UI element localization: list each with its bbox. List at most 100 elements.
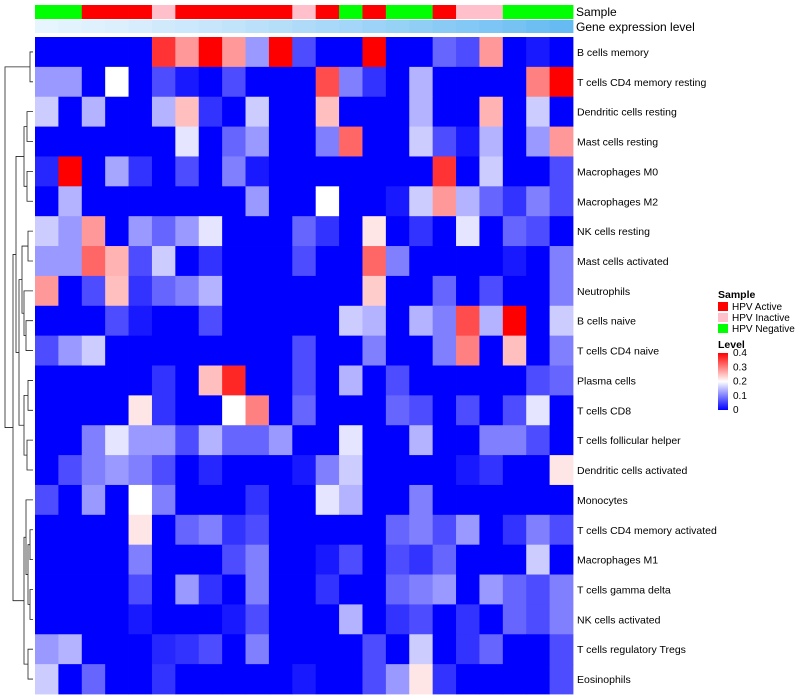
heatmap-cell [362, 305, 387, 337]
heatmap-cell [58, 275, 83, 307]
heatmap-cell [175, 425, 200, 456]
heatmap-cell [502, 664, 527, 695]
sample-annotation-cell [105, 5, 129, 19]
dendrogram-branch [26, 439, 33, 471]
heatmap-cell [479, 425, 504, 456]
heatmap-cell [268, 246, 293, 277]
heatmap-cell [339, 634, 363, 665]
heatmap-cell [409, 664, 434, 695]
heatmap-cell [315, 216, 340, 247]
heatmap-cell [175, 484, 200, 516]
heatmap-cell [549, 216, 574, 247]
heatmap-cell [198, 305, 223, 337]
heatmap-cell [35, 335, 59, 366]
dendrogram-branch [26, 170, 33, 202]
heatmap-cell [339, 395, 363, 426]
heatmap-cell [385, 604, 410, 635]
heatmap-cell [35, 275, 59, 307]
dendrogram-branch [26, 111, 33, 142]
heatmap-cell [385, 634, 410, 665]
heatmap-cell [339, 425, 363, 456]
heatmap-cell [175, 604, 200, 635]
sample-annotation-cell [35, 5, 59, 19]
heatmap-cell [128, 37, 153, 68]
heatmap-cell [385, 66, 410, 98]
heatmap-cell [292, 335, 317, 366]
heatmap-cell [432, 246, 457, 277]
heatmap-cell [409, 305, 434, 337]
heatmap-cell [456, 574, 480, 605]
heatmap-cell [105, 96, 129, 127]
heatmap-cell [339, 664, 363, 695]
heatmap-cell [198, 216, 223, 247]
heatmap-cell [151, 96, 176, 127]
heatmap-cell [81, 425, 106, 456]
heatmap-cell [268, 275, 293, 307]
heatmap-cell [81, 574, 106, 605]
sample-annotation-cell [151, 5, 176, 19]
heatmap-cell [385, 574, 410, 605]
heatmap-cell [151, 544, 176, 575]
heatmap-cell [479, 305, 504, 337]
heatmap-cell [245, 365, 270, 396]
heatmap-cell [198, 186, 223, 217]
heatmap-cell [58, 126, 83, 157]
heatmap-cell [432, 395, 457, 426]
legend-level-tick: 0 [733, 405, 739, 416]
heatmap-cell [339, 574, 363, 605]
heatmap-cell [315, 335, 340, 366]
sample-annotation-cell [268, 5, 293, 19]
heatmap-cell [58, 484, 83, 516]
heatmap-cell [292, 96, 317, 127]
heatmap-cell [385, 455, 410, 486]
heatmap-cell [526, 365, 551, 396]
gene-annotation-label: Gene expression level [576, 20, 695, 34]
heatmap-cell [385, 335, 410, 366]
heatmap-cell [175, 664, 200, 695]
heatmap-cell [456, 246, 480, 277]
heatmap-cell [549, 634, 574, 665]
heatmap-cell [526, 455, 551, 486]
heatmap-cell [432, 37, 457, 68]
heatmap-cell [175, 156, 200, 187]
heatmap-cell [175, 544, 200, 575]
heatmap-cell [198, 544, 223, 575]
heatmap-cell [245, 335, 270, 366]
heatmap-cell [35, 246, 59, 277]
heatmap-cell [268, 96, 293, 127]
sample-annotation-cell [128, 5, 153, 19]
heatmap-cell [35, 425, 59, 456]
heatmap-cell [151, 66, 176, 98]
heatmap-cell [105, 664, 129, 695]
heatmap-cell [385, 395, 410, 426]
heatmap-cell [479, 544, 504, 575]
heatmap-cell [105, 455, 129, 486]
heatmap-cell [245, 275, 270, 307]
heatmap-cell [502, 425, 527, 456]
heatmap-cell [198, 514, 223, 546]
heatmap-cell [268, 66, 293, 98]
sample-annotation-cell [81, 5, 106, 19]
heatmap-cell [292, 66, 317, 98]
heatmap-cell [456, 156, 480, 187]
legend-level-gradient [718, 353, 728, 410]
heatmap-cell [549, 156, 574, 187]
heatmap-cell [502, 574, 527, 605]
heatmap-cell [222, 365, 246, 396]
heatmap-cell [409, 634, 434, 665]
heatmap-cell [268, 544, 293, 575]
heatmap-cell [245, 484, 270, 516]
heatmap-cell [128, 305, 153, 337]
gene-level-annotation-cell [526, 20, 551, 33]
gene-level-annotation-cell [151, 20, 176, 33]
heatmap-cell [58, 305, 83, 337]
heatmap-cell [385, 96, 410, 127]
dendrogram-branch [21, 245, 28, 314]
heatmap-cell [222, 574, 246, 605]
heatmap-cell [502, 186, 527, 217]
heatmap-cell [432, 126, 457, 157]
sample-annotation-cell [549, 5, 574, 19]
heatmap-cell [222, 246, 246, 277]
heatmap-cell [58, 156, 83, 187]
